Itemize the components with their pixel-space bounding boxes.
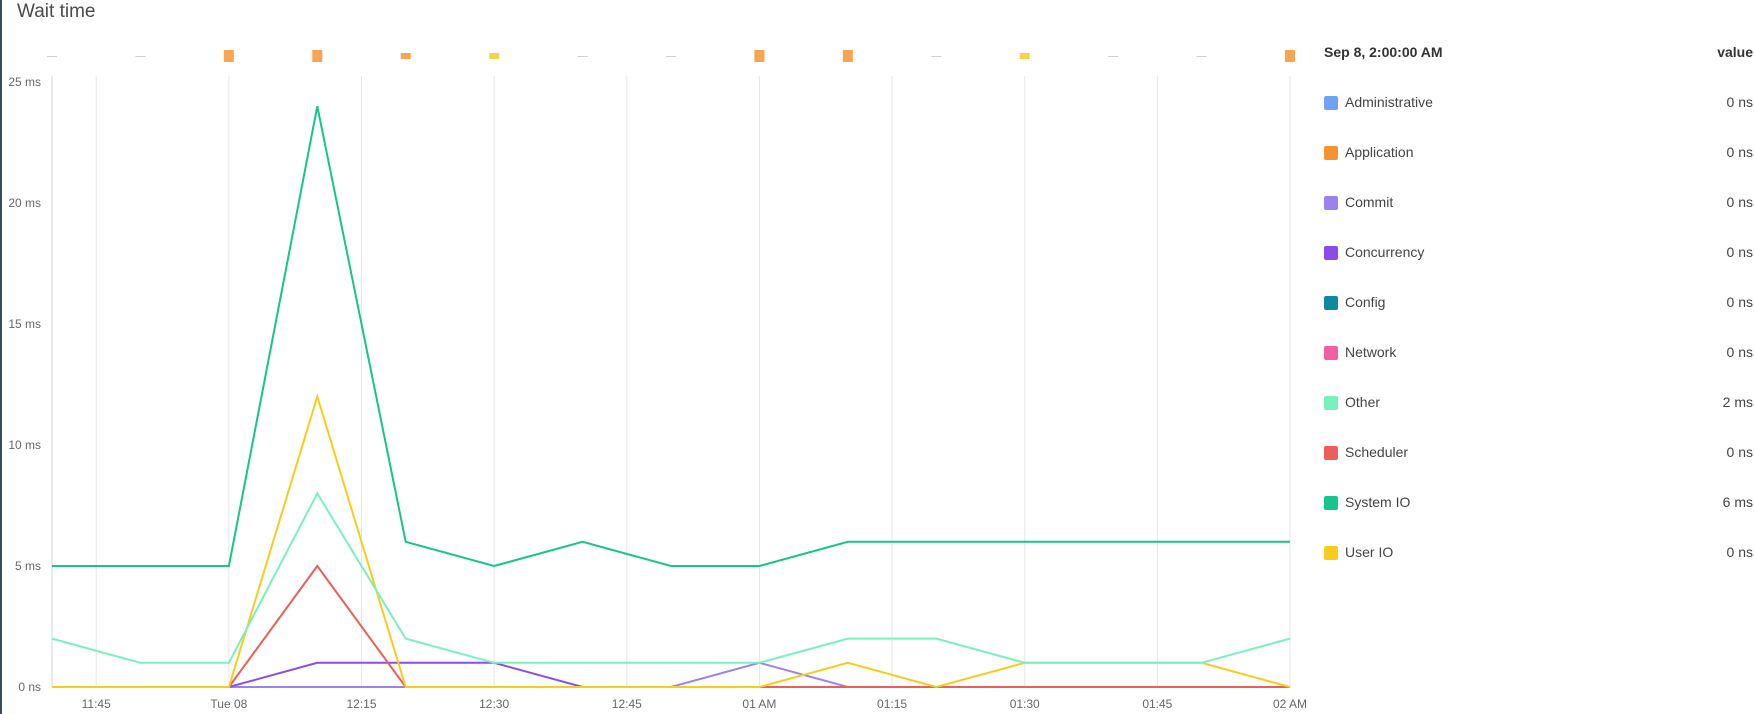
legend-item-config[interactable]: Config 0 ns: [1324, 293, 1753, 343]
legend-value: 0 ns: [1726, 294, 1753, 310]
legend-item-application[interactable]: Application 0 ns: [1324, 143, 1753, 193]
x-tick-label: 01:45: [1142, 697, 1172, 711]
chart-title: Wait time: [17, 1, 96, 22]
legend-item-network[interactable]: Network 0 ns: [1324, 343, 1753, 393]
event-marker: [931, 56, 942, 57]
legend: Administrative 0 ns Application 0 ns Com…: [1324, 93, 1753, 593]
event-marker: [842, 50, 853, 62]
y-tick-label: 10 ms: [8, 438, 41, 452]
legend-swatch: [1324, 296, 1338, 310]
legend-swatch: [1324, 196, 1338, 210]
legend-item-administrative[interactable]: Administrative 0 ns: [1324, 93, 1753, 143]
legend-value: 0 ns: [1726, 544, 1753, 560]
legend-value-header: value: [1717, 44, 1753, 60]
legend-header: Sep 8, 2:00:00 AM value: [1324, 44, 1753, 64]
y-tick-label: 20 ms: [8, 196, 41, 210]
legend-item-user-io[interactable]: User IO 0 ns: [1324, 543, 1753, 593]
legend-swatch: [1324, 346, 1338, 360]
legend-value: 0 ns: [1726, 194, 1753, 210]
x-tick-label: 12:30: [479, 697, 509, 711]
legend-swatch: [1324, 396, 1338, 410]
legend-swatch: [1324, 146, 1338, 160]
event-marker: [1019, 53, 1030, 59]
x-tick-label: Tue 08: [210, 697, 247, 711]
event-marker: [666, 56, 676, 57]
legend-label: Concurrency: [1345, 244, 1425, 260]
x-tick-label: 11:45: [82, 697, 111, 711]
legend-label: System IO: [1345, 494, 1411, 510]
legend-item-commit[interactable]: Commit 0 ns: [1324, 193, 1753, 243]
x-tick-label: 01 AM: [742, 697, 776, 711]
legend-label: Commit: [1345, 194, 1394, 210]
x-tick-label: 01:30: [1010, 697, 1040, 711]
legend-label: User IO: [1345, 544, 1394, 560]
series-line-scheduler: [52, 564, 1290, 688]
event-marker: [754, 50, 765, 62]
event-marker: [312, 50, 323, 62]
y-tick-label: 15 ms: [8, 317, 41, 331]
event-marker: [223, 50, 234, 62]
legend-item-system-io[interactable]: System IO 6 ms: [1324, 493, 1753, 543]
legend-item-scheduler[interactable]: Scheduler 0 ns: [1324, 443, 1753, 493]
legend-value: 0 ns: [1726, 344, 1753, 360]
legend-label: Config: [1345, 294, 1386, 310]
legend-item-other[interactable]: Other 2 ms: [1324, 393, 1753, 443]
legend-swatch: [1324, 96, 1338, 110]
legend-timestamp: Sep 8, 2:00:00 AM: [1324, 44, 1443, 60]
event-marker: [1196, 56, 1207, 57]
legend-value: 6 ms: [1722, 494, 1753, 510]
x-tick-label: 12:45: [612, 697, 642, 711]
legend-swatch: [1324, 546, 1338, 560]
series-line-system-io: [52, 106, 1290, 568]
x-tick-label: 02 AM: [1273, 697, 1307, 711]
event-marker: [489, 53, 500, 59]
legend-value: 0 ns: [1726, 94, 1753, 110]
legend-label: Network: [1345, 344, 1397, 360]
event-marker: [1108, 56, 1119, 57]
x-tick-label: 12:15: [346, 697, 376, 711]
event-marker: [577, 56, 588, 57]
event-marker: [1285, 50, 1295, 62]
y-tick-label: 25 ms: [8, 75, 41, 89]
event-marker: [400, 53, 411, 59]
legend-value: 0 ns: [1726, 444, 1753, 460]
legend-label: Application: [1345, 144, 1414, 160]
legend-item-concurrency[interactable]: Concurrency 0 ns: [1324, 243, 1753, 293]
y-tick-label: 5 ms: [15, 559, 41, 573]
wait-time-chart: 11:45 Tue 08 12:15 12:30 12:45 01 AM 01:15 01:3…: [8, 50, 1307, 711]
legend-swatch: [1324, 246, 1338, 260]
legend-label: Scheduler: [1345, 444, 1409, 460]
legend-value: 0 ns: [1726, 144, 1753, 160]
event-marker: [47, 56, 57, 57]
x-tick-label: 01:15: [877, 697, 907, 711]
left-border: [0, 0, 2, 714]
legend-label: Administrative: [1345, 94, 1433, 110]
y-tick-label: 0 ns: [18, 680, 41, 694]
legend-value: 2 ms: [1722, 394, 1753, 410]
series-line-other: [51, 491, 1291, 664]
event-marker: [135, 56, 146, 57]
legend-swatch: [1324, 496, 1338, 510]
legend-value: 0 ns: [1726, 244, 1753, 260]
legend-label: Other: [1345, 394, 1381, 410]
legend-swatch: [1324, 446, 1338, 460]
